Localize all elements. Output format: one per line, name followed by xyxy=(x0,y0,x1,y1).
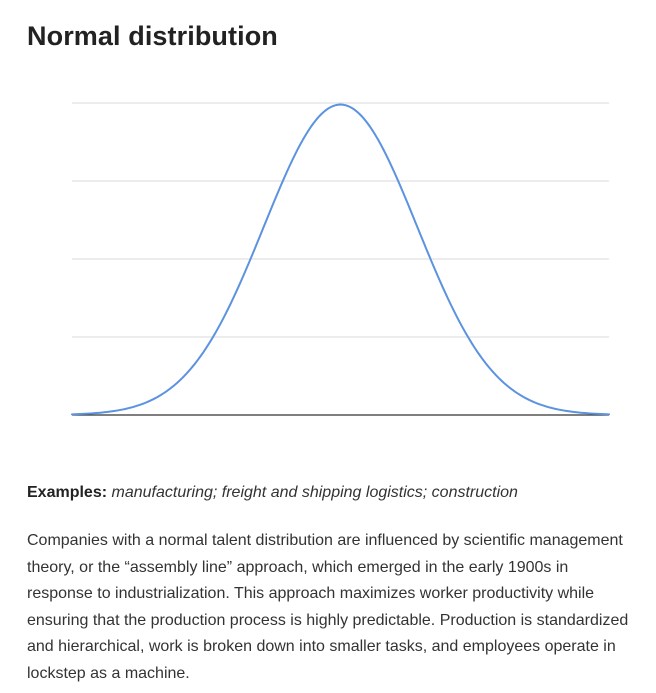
examples-label: Examples: xyxy=(27,484,108,501)
examples-line: Examples: manufacturing; freight and shi… xyxy=(27,482,637,504)
examples-list: manufacturing; freight and shipping logi… xyxy=(111,484,518,501)
normal-curve-line xyxy=(71,103,610,416)
page-title: Normal distribution xyxy=(27,21,278,51)
description-paragraph: Companies with a normal talent distribut… xyxy=(27,532,629,682)
chart-gridlines xyxy=(72,102,609,338)
normal-distribution-chart xyxy=(71,102,610,416)
